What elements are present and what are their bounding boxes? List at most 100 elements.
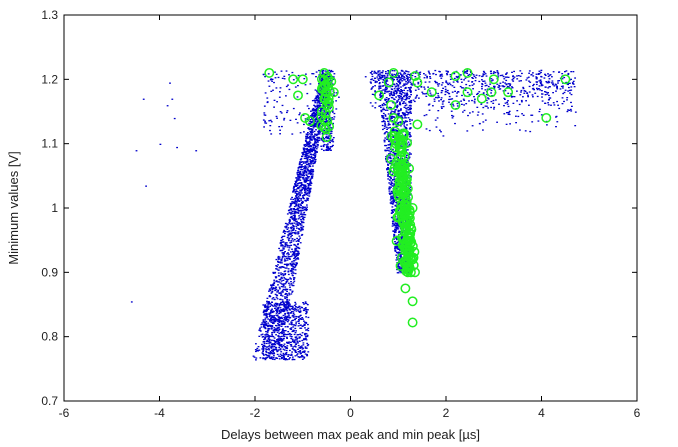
data-point xyxy=(387,99,390,101)
data-point xyxy=(307,164,310,166)
data-point xyxy=(290,198,292,200)
data-point xyxy=(394,226,397,228)
data-point xyxy=(310,121,313,123)
data-point xyxy=(549,86,551,88)
data-point xyxy=(278,343,281,345)
data-point xyxy=(409,104,412,107)
data-point xyxy=(397,203,400,205)
data-point xyxy=(289,223,292,225)
data-point xyxy=(293,185,295,188)
data-point xyxy=(312,157,315,159)
data-point xyxy=(427,70,430,72)
data-point xyxy=(332,83,335,85)
data-point xyxy=(312,73,315,75)
data-point xyxy=(271,322,274,324)
data-point xyxy=(409,111,412,113)
data-point xyxy=(273,329,276,331)
data-point xyxy=(392,130,395,132)
data-point xyxy=(281,77,284,79)
data-point xyxy=(306,334,309,336)
data-point xyxy=(383,139,386,141)
data-point xyxy=(293,214,296,216)
data-point xyxy=(279,278,282,280)
data-point xyxy=(330,102,333,104)
data-point xyxy=(570,93,573,96)
data-point xyxy=(272,297,275,299)
data-point xyxy=(301,195,304,197)
data-point xyxy=(404,105,407,107)
data-point xyxy=(392,179,394,181)
data-point xyxy=(409,118,411,121)
data-point xyxy=(306,150,308,152)
data-point xyxy=(395,85,398,87)
data-point xyxy=(305,174,308,176)
data-point xyxy=(289,242,292,244)
data-point xyxy=(381,76,384,79)
data-point xyxy=(280,241,283,243)
data-point xyxy=(388,90,391,92)
data-point xyxy=(391,70,394,72)
data-point xyxy=(324,121,327,123)
data-point xyxy=(301,169,304,171)
data-point xyxy=(561,103,564,105)
data-point xyxy=(283,333,286,335)
data-point xyxy=(405,81,407,83)
data-point xyxy=(538,85,541,87)
data-point xyxy=(261,343,263,346)
data-point xyxy=(276,314,279,316)
data-point xyxy=(291,71,294,74)
data-point xyxy=(277,257,280,259)
data-point xyxy=(406,75,408,78)
data-point xyxy=(305,145,308,147)
data-point xyxy=(283,75,286,77)
data-point xyxy=(266,316,268,319)
data-point xyxy=(306,178,308,180)
data-point xyxy=(296,353,299,355)
data-point xyxy=(271,332,273,334)
data-point xyxy=(290,209,293,211)
data-point xyxy=(297,179,300,181)
data-point xyxy=(296,252,299,254)
data-point xyxy=(297,243,299,245)
data-point xyxy=(382,118,385,120)
data-point xyxy=(380,110,383,113)
data-point xyxy=(394,228,397,230)
data-point xyxy=(299,242,302,244)
data-point xyxy=(264,304,267,306)
data-point xyxy=(313,154,316,157)
data-point xyxy=(259,357,262,359)
data-point xyxy=(569,92,571,94)
data-point xyxy=(265,340,268,342)
data-point xyxy=(400,256,402,258)
data-point xyxy=(291,290,294,292)
data-point xyxy=(429,76,431,78)
data-point xyxy=(484,85,487,87)
data-point xyxy=(322,113,324,116)
data-point xyxy=(298,227,300,230)
data-point xyxy=(285,305,287,307)
data-point xyxy=(316,104,319,106)
data-point xyxy=(280,239,283,242)
data-point xyxy=(325,136,327,139)
data-point xyxy=(296,190,298,192)
data-point xyxy=(316,96,318,99)
data-point xyxy=(273,327,276,329)
data-point xyxy=(273,352,275,354)
data-point xyxy=(270,352,273,354)
data-point xyxy=(312,145,315,147)
data-point xyxy=(385,86,387,89)
data-point xyxy=(271,288,274,290)
data-point xyxy=(304,184,307,186)
data-point xyxy=(383,133,386,135)
data-point xyxy=(466,72,468,74)
data-point xyxy=(312,146,315,149)
data-point xyxy=(295,317,298,319)
data-point xyxy=(318,92,320,94)
data-point xyxy=(433,98,436,100)
data-point xyxy=(498,84,500,87)
data-point xyxy=(277,284,279,286)
data-point xyxy=(553,85,556,87)
data-point xyxy=(289,208,292,211)
data-point xyxy=(263,327,266,329)
data-point xyxy=(548,74,551,76)
